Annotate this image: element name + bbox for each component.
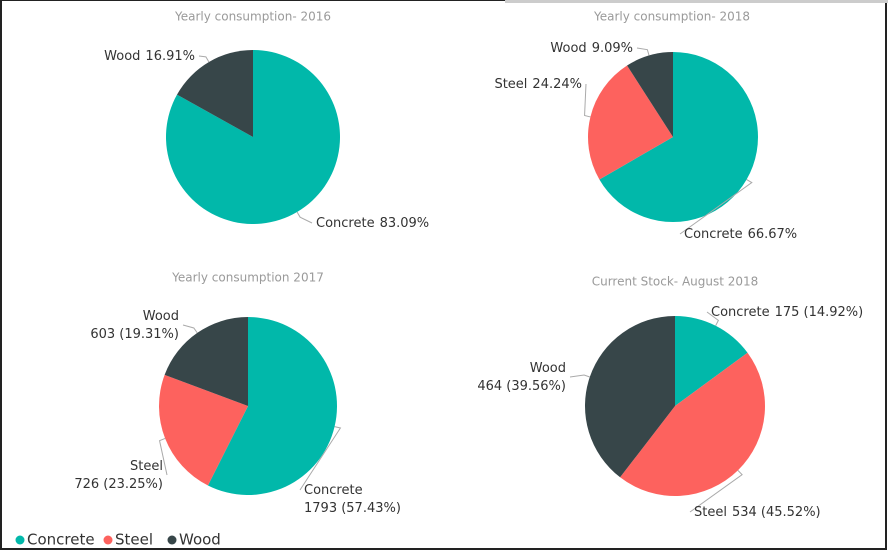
data-label: Steel 726 (23.25%) (74, 459, 163, 492)
leader-line (679, 179, 753, 235)
data-label: Wood 9.09% (550, 41, 633, 56)
label-value: 1793 (57.43%) (304, 501, 401, 516)
label-value: 16.91% (145, 49, 195, 64)
data-label: Wood 464 (39.56%) (477, 361, 566, 394)
leader-line (182, 324, 198, 334)
label-value: 83.09% (380, 216, 430, 231)
leader-line (198, 55, 210, 63)
data-label: Concrete 175 (14.92%) (711, 305, 863, 320)
label-category: Steel (494, 77, 527, 92)
chart-title: Yearly consumption- 2018 (593, 10, 750, 24)
label-category: Steel (694, 505, 727, 520)
leader-line (299, 426, 342, 491)
pie-slice (165, 50, 340, 224)
label-value: 66.67% (748, 227, 798, 242)
label-value: 175 (14.92%) (775, 305, 864, 320)
leader-line (158, 437, 168, 476)
pie-slice (176, 49, 253, 137)
leader-line (636, 47, 650, 56)
data-label: Steel 534 (45.52%) (694, 505, 821, 520)
legend-swatch (103, 535, 113, 545)
top-bar (505, 0, 888, 3)
data-label: Concrete 1793 (57.43%) (304, 483, 401, 516)
label-value: 464 (39.56%) (477, 379, 566, 394)
chart-title: Current Stock- August 2018 (592, 275, 759, 289)
leader-line (584, 83, 591, 118)
chart-title: Yearly consumption 2017 (171, 271, 324, 285)
data-label: Concrete 83.09% (316, 216, 429, 231)
pie-slice (675, 316, 748, 406)
label-value: 534 (45.52%) (732, 505, 821, 520)
pie-slice (620, 352, 766, 497)
legend-swatch (167, 535, 177, 545)
label-value: 726 (23.25%) (74, 477, 163, 492)
label-value: 603 (19.31%) (90, 327, 179, 342)
pie-slice (164, 317, 248, 406)
pie-slice (627, 52, 673, 137)
pie-slice (159, 374, 248, 486)
leader-line (569, 374, 590, 378)
pie-slice (207, 317, 337, 495)
legend-label: Wood (179, 531, 221, 549)
leader-line (296, 211, 313, 224)
label-category: Wood (530, 361, 566, 376)
data-label: Steel 24.24% (494, 77, 582, 92)
pie-slice (584, 316, 675, 478)
label-category: Steel (130, 459, 163, 474)
label-category: Concrete (711, 305, 770, 320)
pie-slice (599, 52, 759, 222)
label-category: Concrete (304, 483, 363, 498)
label-category: Wood (143, 309, 179, 324)
label-category: Concrete (316, 216, 375, 231)
legend-swatch (15, 535, 25, 545)
label-category: Concrete (684, 227, 743, 242)
label-value: 9.09% (592, 41, 633, 56)
label-category: Wood (104, 49, 140, 64)
legend-label: Steel (115, 531, 153, 549)
leader-line (706, 311, 720, 326)
data-label: Wood 16.91% (104, 49, 195, 64)
legend-label: Concrete (27, 531, 95, 549)
chart-title: Yearly consumption- 2016 (174, 10, 331, 24)
pie-slice (588, 65, 673, 180)
label-category: Wood (550, 41, 586, 56)
leader-line (689, 470, 743, 513)
data-label: Wood 603 (19.31%) (90, 309, 179, 342)
data-label: Concrete 66.67% (684, 227, 797, 242)
label-value: 24.24% (532, 77, 582, 92)
